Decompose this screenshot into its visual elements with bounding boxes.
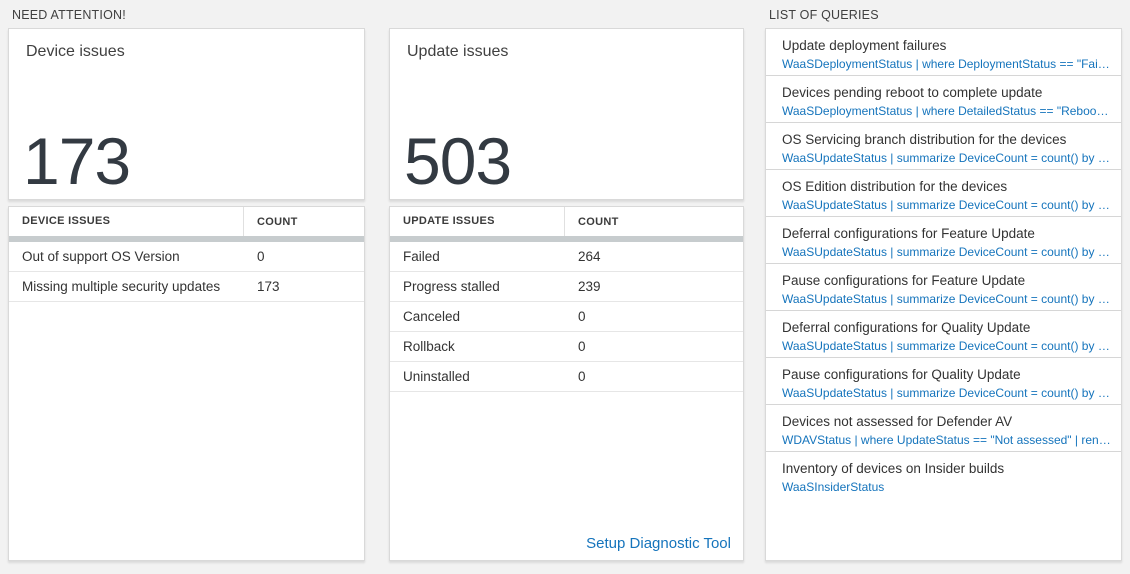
issue-count: 264 (578, 249, 601, 264)
query-list-item[interactable]: Update deployment failures WaaSDeploymen… (766, 29, 1121, 76)
device-issues-count-number: 173 (23, 124, 131, 198)
device-issues-tile[interactable]: Device issues 173 (8, 28, 365, 200)
query-title: Inventory of devices on Insider builds (782, 461, 1005, 476)
query-code-snippet: WDAVStatus | where UpdateStatus == "Not … (782, 433, 1111, 447)
device-issues-table-body: Out of support OS Version 0 Missing mult… (9, 242, 364, 302)
query-title: Pause configurations for Quality Update (782, 367, 1021, 382)
query-code-snippet: WaaSUpdateStatus | summarize DeviceCount… (782, 151, 1111, 165)
query-list-item[interactable]: Devices not assessed for Defender AV WDA… (766, 405, 1121, 452)
query-list-item[interactable]: Inventory of devices on Insider builds W… (766, 452, 1121, 499)
query-code-snippet: WaaSUpdateStatus | summarize DeviceCount… (782, 245, 1111, 259)
query-code-snippet: WaaSUpdateStatus | summarize DeviceCount… (782, 339, 1111, 353)
query-code-snippet: WaaSUpdateStatus | summarize DeviceCount… (782, 386, 1111, 400)
issue-count: 173 (257, 279, 280, 294)
count-column-header: COUNT (578, 215, 619, 228)
table-row[interactable]: Canceled 0 (390, 302, 743, 332)
query-list-item[interactable]: Pause configurations for Quality Update … (766, 358, 1121, 405)
query-list-item[interactable]: OS Edition distribution for the devices … (766, 170, 1121, 217)
query-list-item[interactable]: Pause configurations for Feature Update … (766, 264, 1121, 311)
query-code-snippet: WaaSUpdateStatus | summarize DeviceCount… (782, 292, 1111, 306)
query-code-snippet: WaaSDeploymentStatus | where DetailedSta… (782, 104, 1111, 118)
device-issues-tile-title: Device issues (26, 43, 125, 60)
update-issues-tile-title: Update issues (407, 43, 509, 60)
query-title: Update deployment failures (782, 38, 947, 53)
query-code-snippet: WaaSInsiderStatus (782, 480, 885, 494)
query-code-snippet: WaaSDeploymentStatus | where DeploymentS… (782, 57, 1111, 71)
query-title: Pause configurations for Feature Update (782, 273, 1026, 288)
query-title: Devices pending reboot to complete updat… (782, 85, 1043, 100)
count-column-header: COUNT (257, 215, 298, 228)
issue-count: 239 (578, 279, 601, 294)
issue-label: Out of support OS Version (22, 249, 180, 264)
issue-label: Uninstalled (403, 369, 470, 384)
table-row[interactable]: Missing multiple security updates 173 (9, 272, 364, 302)
query-list-item[interactable]: Deferral configurations for Quality Upda… (766, 311, 1121, 358)
update-issues-column: Update issues 503 UPDATE ISSUES COUNT Fa… (389, 0, 744, 561)
issue-label: Canceled (403, 309, 461, 324)
query-title: OS Servicing branch distribution for the… (782, 132, 1067, 147)
setup-diagnostic-tool-link[interactable]: Setup Diagnostic Tool (586, 535, 731, 552)
queries-list: Update deployment failures WaaSDeploymen… (765, 28, 1122, 561)
update-issues-column-header: UPDATE ISSUES (390, 207, 565, 236)
device-issues-column-header: DEVICE ISSUES (9, 207, 244, 236)
issue-label: Rollback (403, 339, 455, 354)
query-list-item[interactable]: OS Servicing branch distribution for the… (766, 123, 1121, 170)
issue-label: Failed (403, 249, 440, 264)
issue-label: Missing multiple security updates (22, 279, 221, 294)
query-title: Deferral configurations for Feature Upda… (782, 226, 1035, 241)
issue-label: Progress stalled (403, 279, 500, 294)
issue-count: 0 (578, 309, 586, 324)
query-title: OS Edition distribution for the devices (782, 179, 1008, 194)
need-attention-section-header: NEED ATTENTION! (12, 8, 126, 22)
update-issues-tile[interactable]: Update issues 503 (389, 28, 744, 200)
issue-count: 0 (578, 369, 586, 384)
need-attention-section-spacer (389, 0, 744, 28)
query-title: Deferral configurations for Quality Upda… (782, 320, 1031, 335)
update-issues-table-header: UPDATE ISSUES COUNT (390, 207, 743, 236)
table-header-divider-bar (9, 236, 364, 242)
list-of-queries-section-header: LIST OF QUERIES (769, 8, 879, 22)
query-code-snippet: WaaSUpdateStatus | summarize DeviceCount… (782, 198, 1111, 212)
device-issues-table-tile: DEVICE ISSUES COUNT Out of support OS Ve… (8, 206, 365, 561)
table-row[interactable]: Uninstalled 0 (390, 362, 743, 392)
table-row[interactable]: Out of support OS Version 0 (9, 242, 364, 272)
update-issues-table-body: Failed 264 Progress stalled 239 Canceled… (390, 242, 743, 392)
table-row[interactable]: Progress stalled 239 (390, 272, 743, 302)
update-issues-table-tile: UPDATE ISSUES COUNT Failed 264 Progress … (389, 206, 744, 561)
query-title: Devices not assessed for Defender AV (782, 414, 1013, 429)
issue-count: 0 (257, 249, 265, 264)
table-row[interactable]: Failed 264 (390, 242, 743, 272)
query-list-item[interactable]: Deferral configurations for Feature Upda… (766, 217, 1121, 264)
issue-count: 0 (578, 339, 586, 354)
query-list-item[interactable]: Devices pending reboot to complete updat… (766, 76, 1121, 123)
table-row[interactable]: Rollback 0 (390, 332, 743, 362)
table-header-divider-bar (390, 236, 743, 242)
device-issues-column: NEED ATTENTION! Device issues 173 DEVICE… (8, 0, 365, 561)
queries-column: LIST OF QUERIES Update deployment failur… (765, 0, 1122, 561)
update-issues-count-number: 503 (404, 124, 512, 198)
device-issues-table-header: DEVICE ISSUES COUNT (9, 207, 364, 236)
